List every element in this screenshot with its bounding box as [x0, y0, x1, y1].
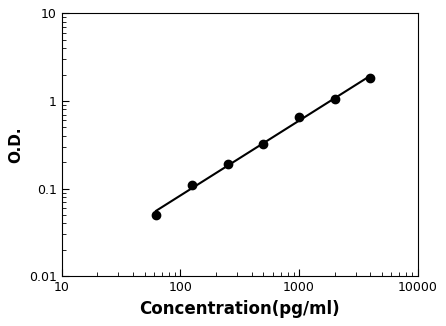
X-axis label: Concentration(pg/ml): Concentration(pg/ml)	[139, 300, 340, 318]
Y-axis label: O.D.: O.D.	[8, 126, 23, 163]
